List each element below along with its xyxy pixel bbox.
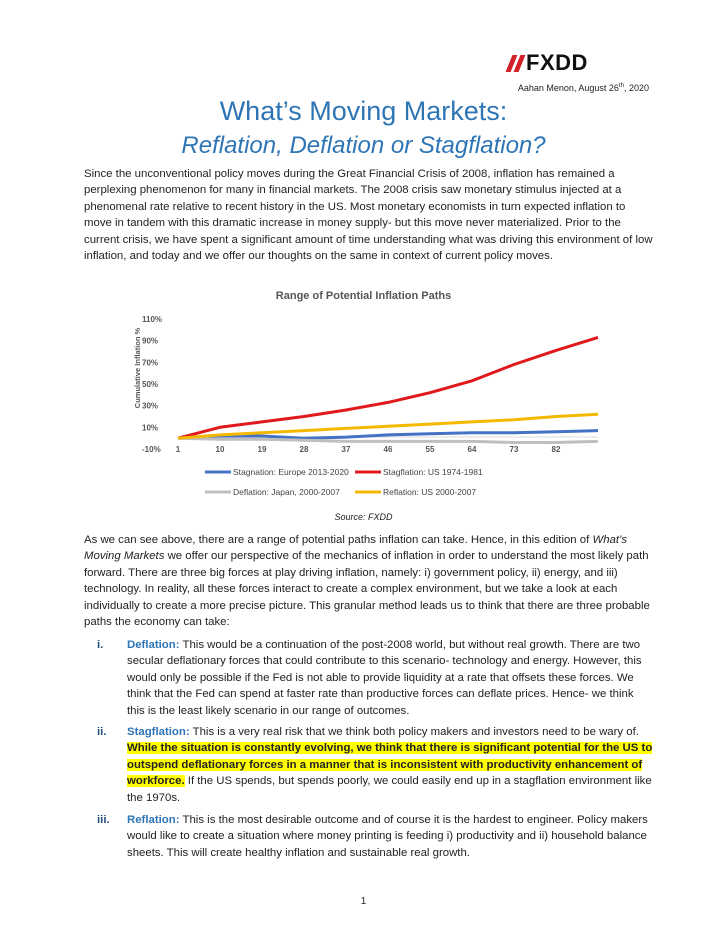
paragraph-text-1: As we can see above, there are a range o… [84, 534, 593, 546]
byline-date-suffix: th [618, 83, 624, 89]
publication-name: What’s Moving Markets [84, 534, 628, 563]
scenario-text: This is the most desirable outcome and o… [127, 814, 648, 859]
x-tick-label: 46 [384, 445, 393, 454]
fxdd-logo: FXDD [505, 50, 588, 76]
logo-slash-icon [505, 54, 526, 72]
x-tick-label: 73 [510, 445, 519, 454]
scenario-term: Stagflation: [127, 726, 190, 738]
chart-source: Source: FXDD [334, 512, 393, 522]
byline: Aahan Menon, August 26th, 2020 [518, 83, 649, 93]
logo-text: FXDD [526, 50, 588, 75]
page-number: 1 [360, 896, 367, 907]
x-tick-label: 19 [258, 445, 267, 454]
y-tick-label: 10% [142, 423, 158, 432]
scenario-body: Stagflation: This is a very real risk th… [127, 724, 654, 806]
legend-label: Stagnation: Europe 2013-2020 [233, 467, 349, 477]
legend-label: Stagflation: US 1974-1981 [383, 467, 483, 477]
x-tick-label: 10 [216, 445, 225, 454]
series-line [177, 436, 599, 444]
inflation-chart: Cumulative Inflation % 110%90%70%50%30%1… [133, 315, 599, 497]
intro-paragraph: Since the unconventional policy moves du… [84, 168, 653, 263]
scenario-numeral: ii. [97, 726, 107, 738]
legend-label: Reflation: US 2000-2007 [383, 487, 476, 497]
y-axis-label: Cumulative Inflation % [133, 327, 142, 408]
byline-author-date: Aahan Menon, August 26 [517, 83, 619, 93]
scenario-body: Reflation: This is the most desirable ou… [127, 812, 654, 861]
y-tick-label: 50% [142, 380, 158, 389]
x-tick-label: 37 [342, 445, 351, 454]
paragraph-text-2: we offer our perspective of the mechanic… [84, 550, 650, 629]
y-tick-label: 90% [142, 337, 158, 346]
y-tick-label: 30% [142, 402, 158, 411]
x-tick-label: 82 [552, 445, 561, 454]
legend-label: Deflation: Japan, 2000-2007 [233, 487, 340, 497]
scenario-numeral: iii. [97, 814, 110, 826]
x-tick-label: 1 [176, 445, 181, 454]
byline-year: , 2020 [623, 83, 649, 93]
page-title: What’s Moving Markets: [219, 96, 508, 126]
scenario-text: This would be a continuation of the post… [127, 639, 642, 717]
scenario-numeral: i. [97, 639, 104, 651]
scenario-term: Deflation: [127, 639, 180, 651]
series-line [177, 412, 599, 440]
page-subtitle: Reflation, Deflation or Stagflation? [181, 132, 546, 159]
y-tick-label: 110% [142, 315, 162, 324]
scenario-term: Reflation: [127, 814, 180, 826]
y-tick-label: -10% [142, 445, 161, 454]
series-line [177, 335, 599, 440]
x-tick-label: 28 [300, 445, 309, 454]
x-tick-label: 64 [468, 445, 477, 454]
scenario-text: This is a very real risk that we think b… [189, 726, 639, 738]
series-line [177, 429, 599, 440]
scenario-body: Deflation: This would be a continuation … [127, 637, 654, 719]
scenario-text-after: If the US spends, but spends poorly, we … [127, 775, 652, 804]
y-tick-label: 70% [142, 358, 158, 367]
chart-title: Range of Potential Inflation Paths [275, 290, 452, 302]
body-paragraph: As we can see above, there are a range o… [84, 532, 654, 630]
x-tick-label: 55 [426, 445, 435, 454]
